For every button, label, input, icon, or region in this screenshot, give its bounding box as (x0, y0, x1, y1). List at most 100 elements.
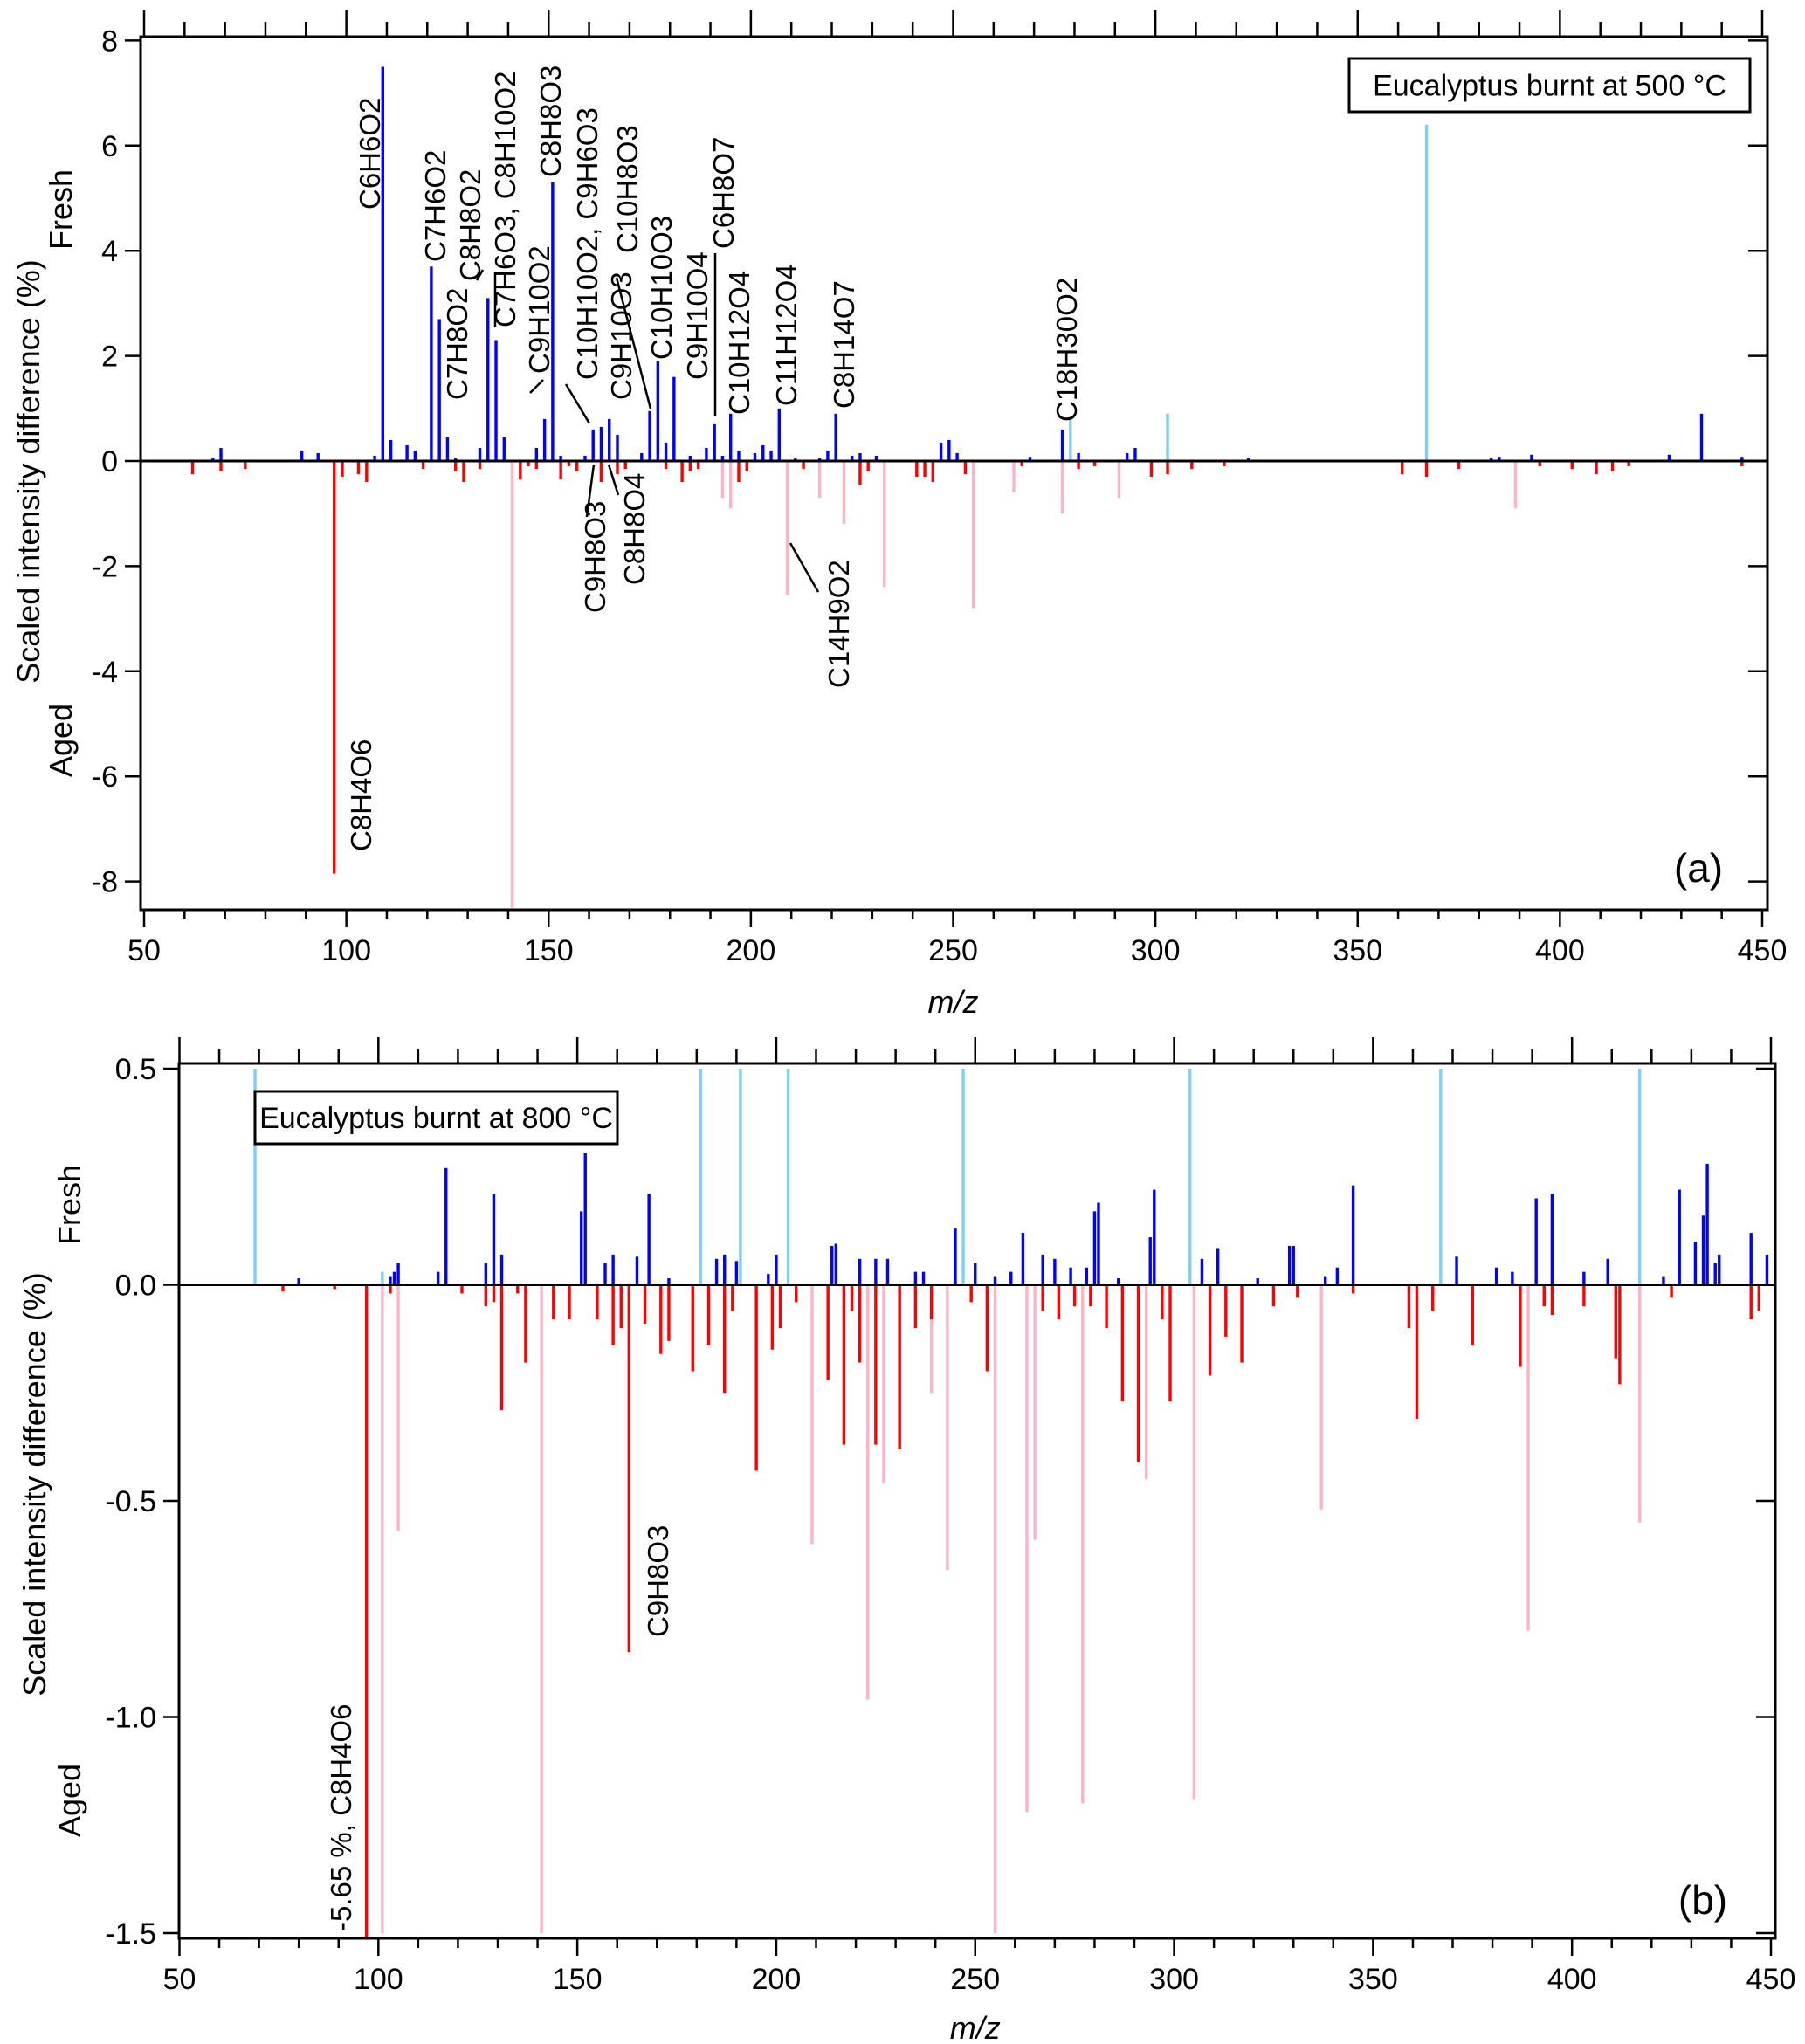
bar-fresh-other (786, 1069, 790, 1285)
bar-fresh (1351, 1185, 1355, 1285)
y-tick-label: 0.5 (115, 1053, 156, 1086)
bar-aged-other (1012, 461, 1016, 493)
bar-fresh (688, 455, 692, 461)
legend-box (253, 1090, 619, 1146)
bar-aged (219, 461, 223, 472)
bar-fresh (405, 444, 409, 461)
panel-a: 50 100 150 200 250 300 350 400 450 -8 -6 -4 -2 0 2 4 6 8 m… (10, 10, 1787, 1020)
bar-aged (706, 1284, 711, 1345)
bar-fresh (1550, 1194, 1554, 1285)
bar-aged-other (882, 1284, 885, 1484)
peak-annotation: C7H6O3, C8H10O2 (489, 72, 521, 327)
bar-fresh (734, 1261, 739, 1285)
panel-label: (a) (1674, 845, 1723, 891)
bar-aged (737, 461, 741, 483)
bar-aged (460, 1284, 464, 1294)
bar-fresh (767, 1274, 770, 1285)
bar-fresh-other (1166, 413, 1169, 461)
bar-fresh (437, 319, 441, 461)
bar-fresh (1582, 1271, 1586, 1285)
bar-aged-other (929, 1284, 934, 1394)
x-tick-label: 300 (1131, 934, 1181, 967)
y-axis-label: Scaled intensity difference (%) (17, 1272, 52, 1696)
x-tick-label: 250 (928, 934, 978, 967)
bar-aged (1542, 1284, 1546, 1307)
fresh-side-label: Fresh (52, 1165, 87, 1245)
bar-aged-other (810, 1284, 814, 1545)
bar-aged (680, 461, 684, 483)
bar-aged (898, 1284, 901, 1449)
fresh-side-label: Fresh (43, 169, 79, 250)
bar-aged (866, 461, 870, 472)
bar-fresh (1060, 429, 1064, 461)
bar-aged (1610, 461, 1615, 472)
bar-aged (567, 461, 571, 467)
bar-fresh (1256, 1278, 1259, 1285)
bar-aged (364, 1284, 369, 1937)
bar-fresh-other (1439, 1069, 1443, 1285)
bar-aged (516, 1284, 520, 1294)
peak-annotation: -5.65 %, C8H4O6 (325, 1704, 357, 1931)
bar-fresh (713, 423, 716, 461)
bar-aged (524, 1284, 527, 1363)
bar-fresh (761, 444, 765, 461)
bar-fresh-other (1188, 1069, 1192, 1285)
bar-fresh (954, 1228, 957, 1285)
bar-fresh (1009, 1271, 1013, 1285)
bar-fresh (794, 458, 797, 461)
bar-aged (1627, 461, 1630, 467)
bar-fresh (1133, 447, 1137, 461)
y-tick-label: 4 (101, 235, 118, 268)
bar-aged-other (1513, 461, 1518, 509)
bar-fresh (705, 447, 708, 461)
bar-fresh (1713, 1263, 1717, 1285)
x-tick-label: 300 (1149, 1963, 1199, 1996)
bar-fresh (603, 1263, 607, 1285)
peak-annotation: C9H10O4 (681, 251, 713, 380)
bar-aged (985, 1284, 989, 1372)
bar-fresh (436, 1271, 440, 1285)
peak-annotation: C10H12O4 (723, 271, 755, 415)
bar-aged-other (946, 1284, 949, 1571)
legend-text: Eucalyptus burnt at 500 °C (1373, 70, 1726, 103)
bar-aged (341, 461, 344, 478)
bar-aged (611, 1284, 615, 1345)
bars (190, 66, 1744, 908)
x-tick-label: 50 (127, 934, 161, 967)
panel-label: (b) (1678, 1877, 1727, 1923)
bar-aged (858, 461, 862, 485)
bar-fresh (974, 1263, 977, 1285)
bar-aged (281, 1284, 285, 1291)
bar-aged (1670, 1284, 1673, 1298)
bar-fresh (373, 455, 376, 461)
bar-fresh (1693, 1242, 1698, 1285)
y-tick-label: 2 (101, 341, 118, 374)
bar-aged-other (1192, 1284, 1196, 1800)
bar-fresh (1148, 1237, 1152, 1285)
bar-fresh (1117, 1278, 1120, 1285)
y-tick-label: 6 (101, 130, 118, 163)
bar-aged (1057, 1284, 1061, 1320)
bar-fresh (502, 437, 506, 461)
annotation-leader-line (585, 464, 596, 518)
bar-aged (365, 461, 369, 483)
bar-aged (1020, 461, 1023, 467)
peak-annotation: C10H10O3 (645, 216, 678, 360)
bar-aged (1614, 1284, 1618, 1359)
bar-aged-other (1081, 1284, 1085, 1804)
bar-fresh (1200, 1258, 1204, 1285)
bar-aged (1105, 1284, 1108, 1328)
bar-aged-other (729, 461, 733, 509)
bar-aged (1415, 1284, 1419, 1419)
peak-annotation: C10H8O3 (611, 125, 644, 253)
bar-aged-other (1060, 461, 1064, 514)
plot-frame (177, 1062, 1777, 1940)
bar-aged (559, 461, 562, 480)
bar-fresh (1085, 1267, 1089, 1285)
peak-annotation: C14H9O2 (823, 560, 855, 688)
bar-aged (389, 1284, 392, 1294)
x-tick-label: 100 (354, 1963, 403, 1996)
bar-fresh (1699, 413, 1704, 461)
bar-fresh (413, 450, 417, 461)
bar-fresh (1092, 1211, 1097, 1285)
